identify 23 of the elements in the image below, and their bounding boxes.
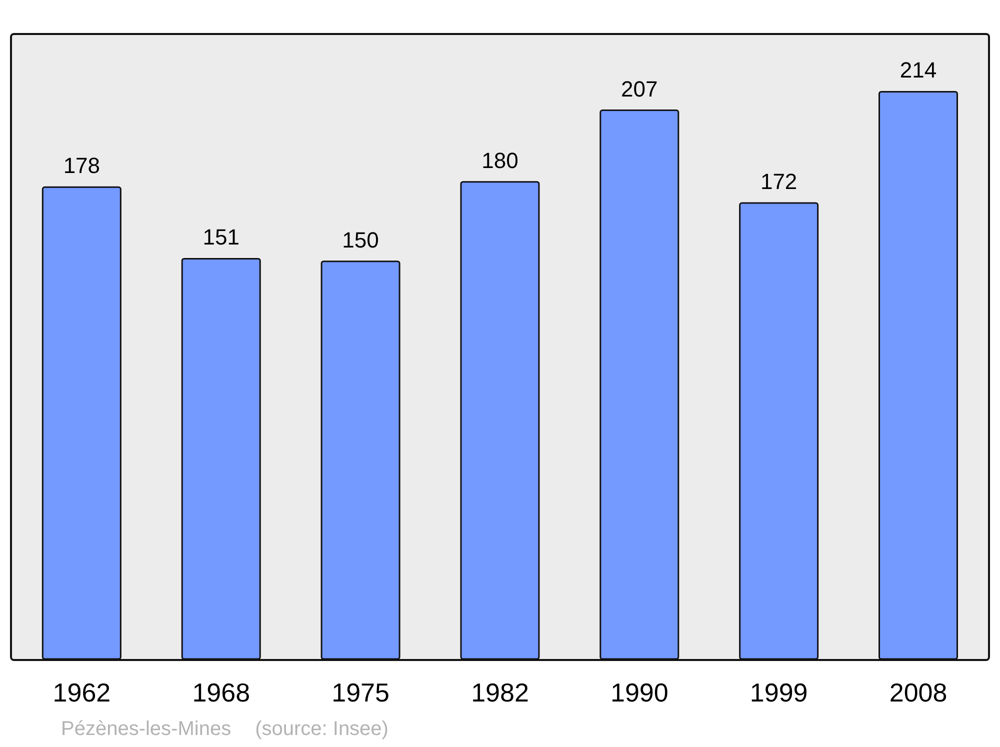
x-tick-label: 1990 xyxy=(610,677,668,708)
text: Pézènes-les-Mines xyxy=(61,718,232,740)
x-tick-label: 1975 xyxy=(332,677,390,708)
bar xyxy=(320,260,400,660)
text: (source: Insee) xyxy=(255,718,388,740)
x-tick-label: 1999 xyxy=(750,677,808,708)
x-tick-label: 1962 xyxy=(52,677,111,708)
bar xyxy=(181,258,261,660)
data-label: 180 xyxy=(482,148,518,173)
bar xyxy=(739,202,819,660)
data-label: 172 xyxy=(760,169,798,194)
data-label: 150 xyxy=(342,227,379,252)
bar xyxy=(460,181,540,660)
data-label: 178 xyxy=(63,153,100,178)
bar xyxy=(42,186,122,660)
x-tick-label: 1968 xyxy=(192,677,250,708)
x-tick-label: 1982 xyxy=(471,677,529,708)
data-label: 207 xyxy=(621,76,658,102)
bar xyxy=(600,110,680,660)
bar xyxy=(878,90,958,660)
x-tick-label: 2008 xyxy=(889,677,948,708)
data-label: 214 xyxy=(900,58,937,83)
data-label: 151 xyxy=(202,224,240,250)
